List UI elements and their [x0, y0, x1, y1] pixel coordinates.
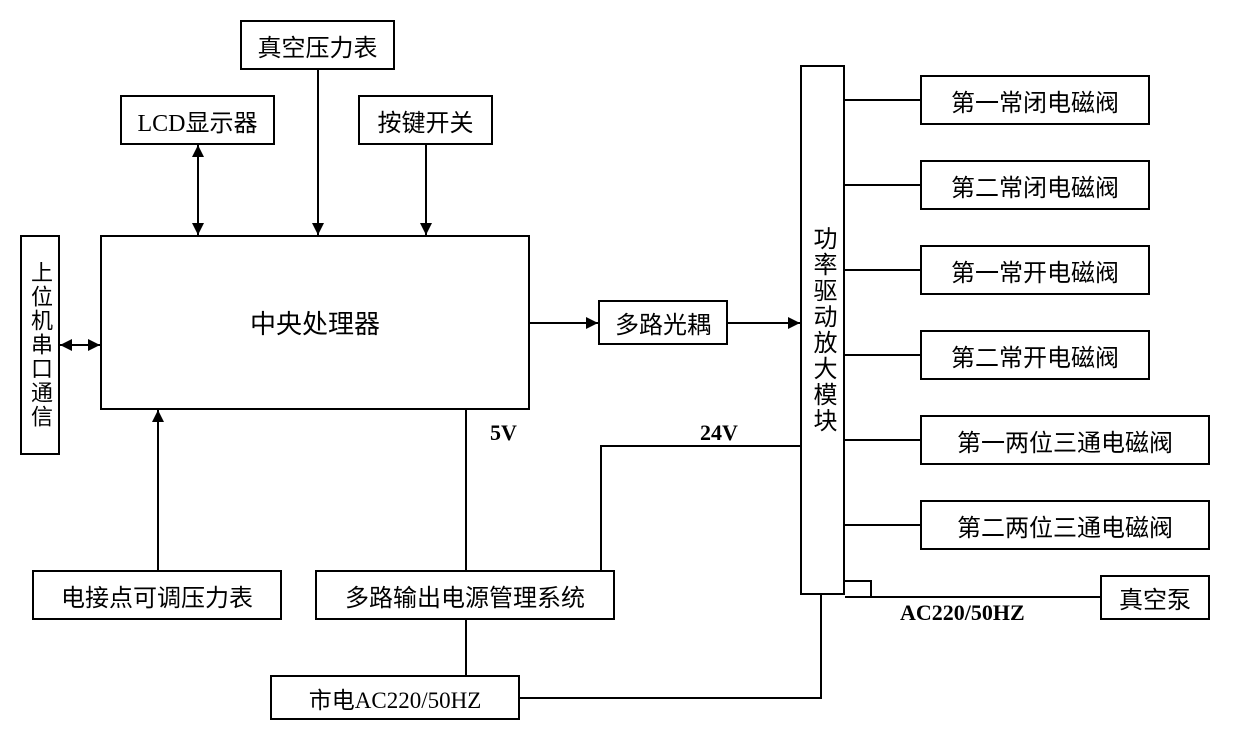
- connector-line: [465, 410, 467, 570]
- cpu-label: 中央处理器: [250, 304, 380, 341]
- power-mgmt-box: 多路输出电源管理系统: [315, 570, 615, 620]
- connector-line: [845, 269, 920, 271]
- arrow-icon: [152, 410, 164, 422]
- power-mgmt-label: 多路输出电源管理系统: [345, 578, 585, 613]
- serial-comm-box: 上位机串口通信: [20, 235, 60, 455]
- contact-gauge-box: 电接点可调压力表: [32, 570, 282, 620]
- ac220-label: AC220/50HZ: [900, 600, 1025, 626]
- nc-valve1-box: 第一常闭电磁阀: [920, 75, 1150, 125]
- connector-line: [845, 439, 920, 441]
- button-switch-label: 按键开关: [378, 103, 474, 138]
- optocoupler-box: 多路光耦: [598, 300, 728, 345]
- cpu-box: 中央处理器: [100, 235, 530, 410]
- arrow-icon: [88, 339, 100, 351]
- vacuum-gauge-label: 真空压力表: [258, 28, 378, 63]
- connector-line: [845, 596, 1100, 598]
- connector-line: [820, 595, 822, 699]
- connector-line: [845, 184, 920, 186]
- connector-line: [600, 445, 800, 447]
- nc-valve1-label: 第一常闭电磁阀: [951, 83, 1119, 118]
- lcd-label: LCD显示器: [138, 103, 258, 138]
- connector-line: [520, 697, 820, 699]
- connector-line: [845, 354, 920, 356]
- three-way2-label: 第二两位三通电磁阀: [957, 508, 1173, 543]
- optocoupler-label: 多路光耦: [615, 305, 711, 340]
- connector-line: [870, 580, 872, 598]
- three-way2-box: 第二两位三通电磁阀: [920, 500, 1210, 550]
- v24-label: 24V: [700, 420, 738, 446]
- serial-comm-label: 上位机串口通信: [24, 261, 56, 429]
- arrow-icon: [60, 339, 72, 351]
- connector-line: [157, 410, 159, 570]
- connector-line: [845, 99, 920, 101]
- connector-line: [465, 620, 467, 675]
- vacuum-gauge-box: 真空压力表: [240, 20, 395, 70]
- mains-label: 市电AC220/50HZ: [309, 681, 482, 715]
- connector-line: [197, 145, 199, 235]
- arrow-icon: [312, 223, 324, 235]
- power-driver-box: 功率驱动放大模块: [800, 65, 845, 595]
- power-driver-label: 功率驱动放大模块: [805, 226, 840, 434]
- connector-line: [425, 145, 427, 235]
- connector-line: [600, 445, 602, 570]
- v5-label: 5V: [490, 420, 517, 446]
- nc-valve2-box: 第二常闭电磁阀: [920, 160, 1150, 210]
- three-way1-box: 第一两位三通电磁阀: [920, 415, 1210, 465]
- vacuum-pump-box: 真空泵: [1100, 575, 1210, 620]
- mains-box: 市电AC220/50HZ: [270, 675, 520, 720]
- no-valve2-label: 第二常开电磁阀: [951, 338, 1119, 373]
- no-valve1-label: 第一常开电磁阀: [951, 253, 1119, 288]
- arrow-icon: [192, 223, 204, 235]
- connector-line: [845, 580, 872, 582]
- arrow-icon: [788, 317, 800, 329]
- arrow-icon: [192, 145, 204, 157]
- arrow-icon: [420, 223, 432, 235]
- vacuum-pump-label: 真空泵: [1119, 580, 1191, 615]
- connector-line: [845, 524, 920, 526]
- button-switch-box: 按键开关: [358, 95, 493, 145]
- connector-line: [317, 70, 319, 235]
- contact-gauge-label: 电接点可调压力表: [61, 578, 253, 613]
- no-valve1-box: 第一常开电磁阀: [920, 245, 1150, 295]
- arrow-icon: [586, 317, 598, 329]
- no-valve2-box: 第二常开电磁阀: [920, 330, 1150, 380]
- three-way1-label: 第一两位三通电磁阀: [957, 423, 1173, 458]
- lcd-box: LCD显示器: [120, 95, 275, 145]
- nc-valve2-label: 第二常闭电磁阀: [951, 168, 1119, 203]
